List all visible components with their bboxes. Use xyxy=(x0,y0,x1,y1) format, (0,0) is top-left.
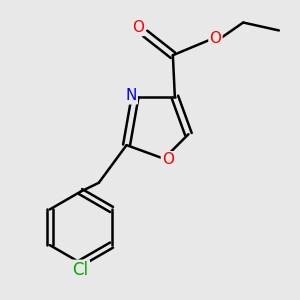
Text: N: N xyxy=(125,88,137,103)
Text: O: O xyxy=(162,152,174,167)
Text: O: O xyxy=(132,20,144,35)
Text: O: O xyxy=(209,31,221,46)
Text: Cl: Cl xyxy=(73,261,89,279)
